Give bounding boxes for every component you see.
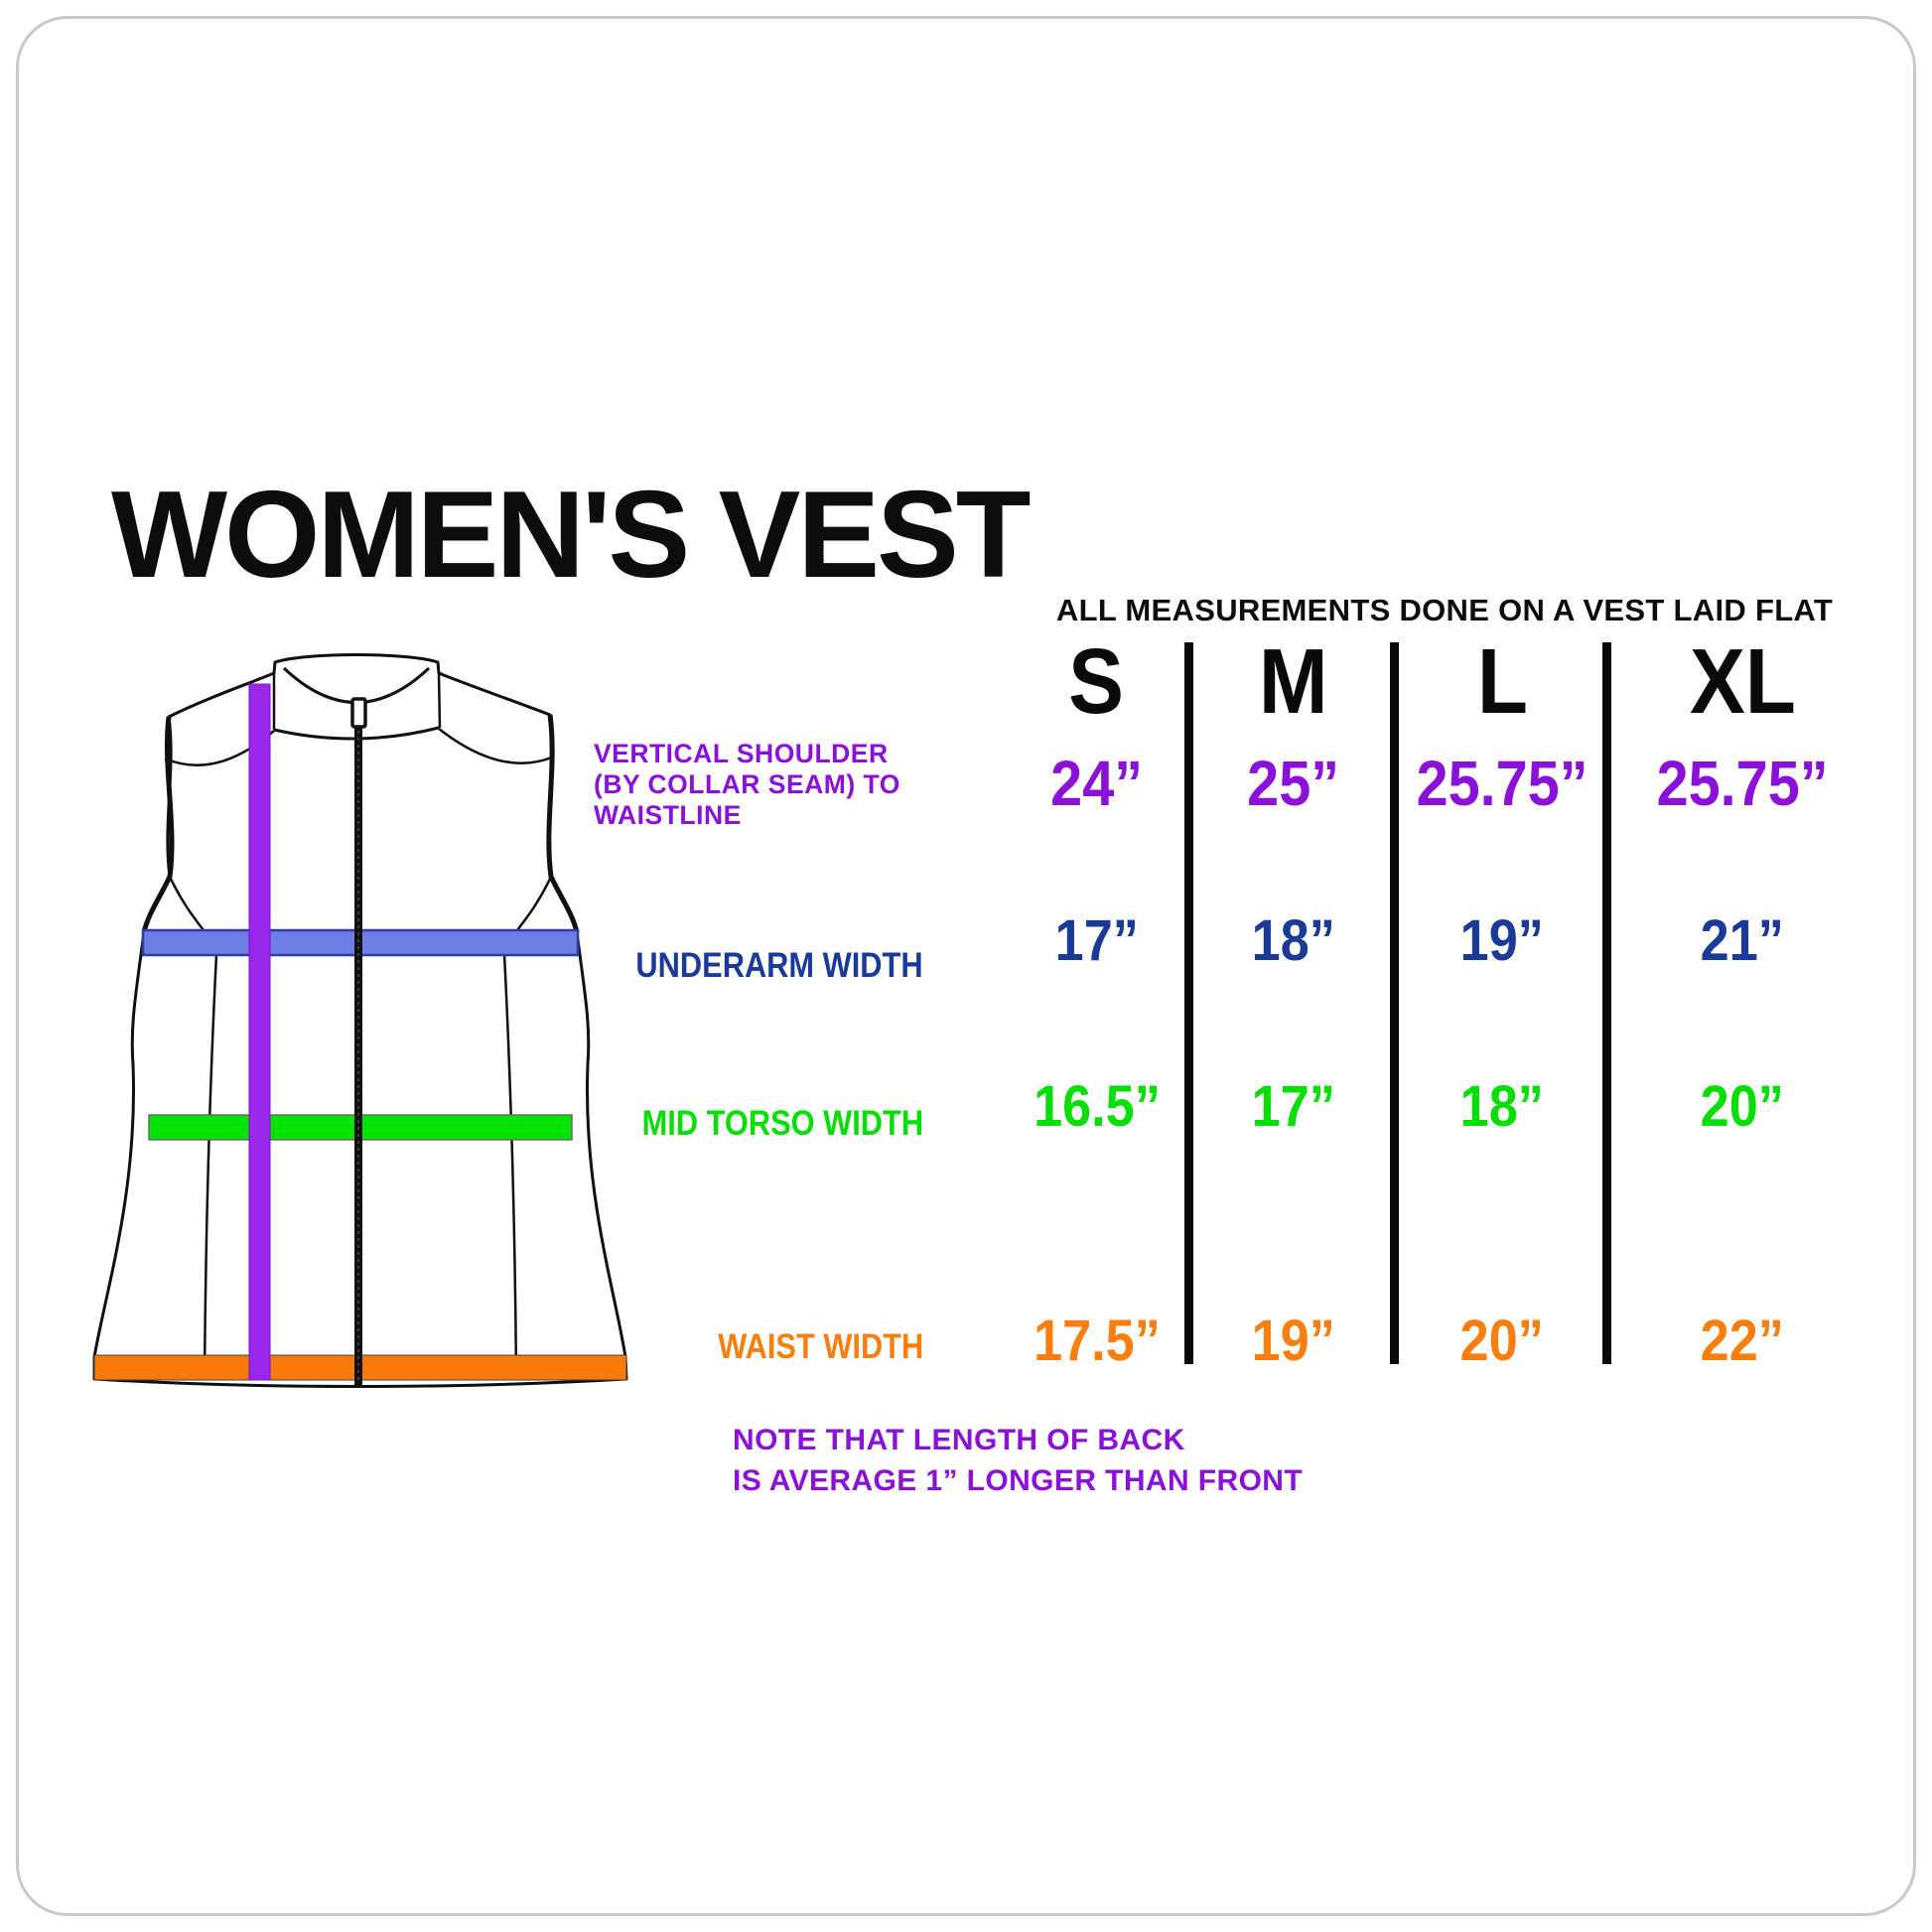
- vertical-shoulder-measure-bar: [248, 683, 271, 1381]
- value-cell: 20”: [1700, 1074, 1785, 1139]
- value-cell: 20”: [1459, 1309, 1545, 1373]
- princess-seam-left: [168, 876, 218, 1380]
- value-cell: 21”: [1700, 908, 1785, 973]
- row-label-waist-width: WAIST WIDTH: [717, 1327, 923, 1366]
- zipper-tape: [354, 727, 362, 1382]
- armhole-right: [546, 714, 580, 933]
- value-cell: 19”: [1459, 908, 1545, 973]
- row-values-mid-torso-width: 16.5” 17” 18” 20”: [1003, 1078, 1876, 1136]
- value-cell: 25”: [1247, 748, 1339, 819]
- size-header-s: S: [1068, 629, 1125, 733]
- size-header-l: L: [1476, 629, 1528, 733]
- value-cell: 18”: [1459, 1074, 1545, 1139]
- armhole-left: [141, 716, 175, 933]
- vest-illustration: [92, 653, 628, 1388]
- length-note: NOTE THAT LENGTH OF BACK IS AVERAGE 1” L…: [733, 1424, 1304, 1497]
- row-label-vertical-shoulder: VERTICAL SHOULDER (BY COLLAR SEAM) TO WA…: [594, 739, 900, 830]
- yoke-seam-right: [438, 728, 555, 764]
- zipper-stop: [354, 1380, 362, 1388]
- value-cell: 25.75”: [1416, 748, 1588, 819]
- value-cell: 17.5”: [1033, 1309, 1161, 1373]
- row-label-mid-torso-width: MID TORSO WIDTH: [641, 1104, 923, 1143]
- size-header-row: S M L XL: [1003, 635, 1876, 728]
- measurements-subtitle: ALL MEASUREMENTS DONE ON A VEST LAID FLA…: [1055, 593, 1834, 627]
- value-cell: 18”: [1251, 908, 1335, 973]
- size-header-xl: XL: [1689, 629, 1796, 733]
- value-cell: 17”: [1251, 1074, 1335, 1139]
- value-cell: 25.75”: [1656, 748, 1829, 819]
- value-cell: 22”: [1700, 1309, 1785, 1373]
- value-cell: 24”: [1050, 748, 1143, 819]
- page-title: WOMEN'S VEST: [111, 467, 1032, 604]
- collar-side-right: [437, 672, 442, 729]
- row-label-underarm-width: UNDERARM WIDTH: [635, 946, 923, 985]
- column-divider: [1602, 642, 1611, 1364]
- row-values-waist-width: 17.5” 19” 20” 22”: [1003, 1312, 1876, 1370]
- row-values-underarm-width: 17” 18” 19” 21”: [1003, 912, 1876, 970]
- column-divider: [1390, 642, 1399, 1364]
- row-values-vertical-shoulder: 24” 25” 25.75” 25.75”: [1003, 752, 1876, 815]
- value-cell: 19”: [1251, 1309, 1335, 1373]
- zipper-pull: [350, 697, 367, 729]
- column-divider: [1184, 642, 1193, 1364]
- value-cell: 17”: [1054, 908, 1139, 973]
- value-cell: 16.5”: [1033, 1074, 1161, 1139]
- size-header-m: M: [1258, 629, 1328, 733]
- princess-seam-right: [502, 876, 553, 1380]
